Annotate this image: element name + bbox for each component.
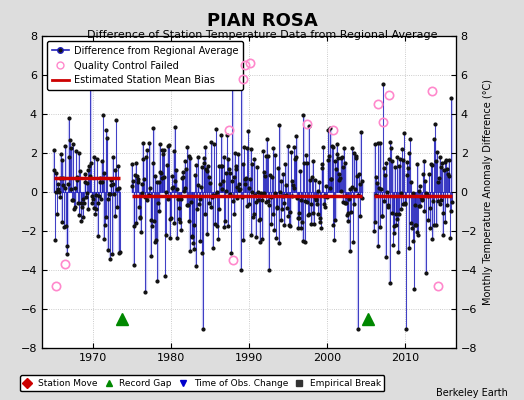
Text: Berkeley Earth: Berkeley Earth (436, 388, 508, 398)
Y-axis label: Monthly Temperature Anomaly Difference (°C): Monthly Temperature Anomaly Difference (… (483, 79, 493, 305)
Legend: Difference from Regional Average, Quality Control Failed, Estimated Station Mean: Difference from Regional Average, Qualit… (47, 41, 243, 90)
Text: PIAN ROSA: PIAN ROSA (206, 12, 318, 30)
Legend: Station Move, Record Gap, Time of Obs. Change, Empirical Break: Station Move, Record Gap, Time of Obs. C… (20, 375, 385, 392)
Text: Difference of Station Temperature Data from Regional Average: Difference of Station Temperature Data f… (87, 30, 437, 40)
